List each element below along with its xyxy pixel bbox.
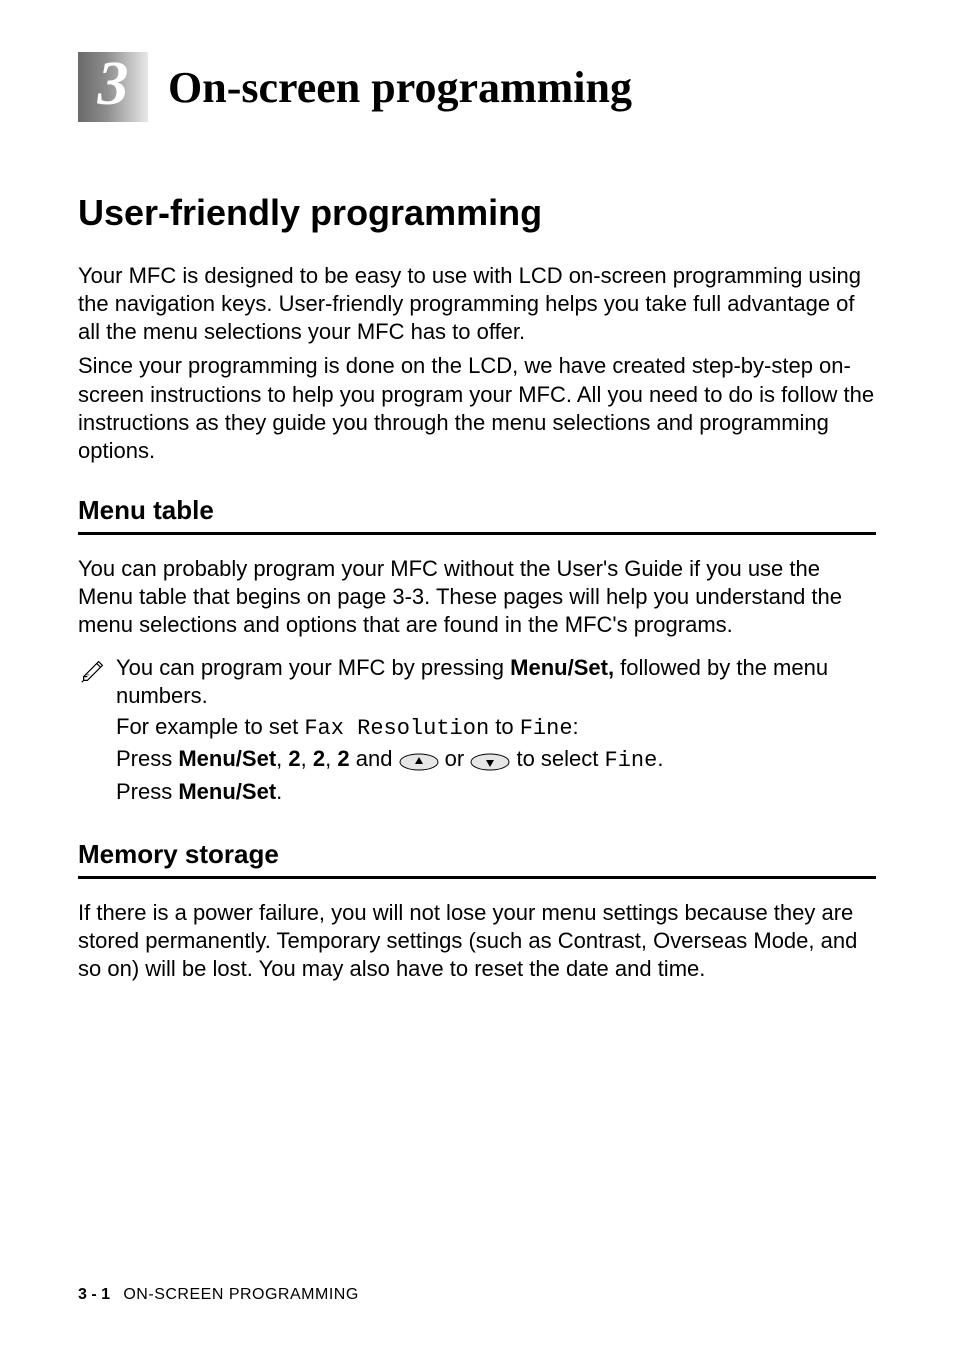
note-l4-end: . bbox=[276, 779, 282, 804]
footer-section-label: ON-SCREEN PROGRAMMING bbox=[123, 1286, 358, 1303]
note-l3-and: and bbox=[350, 746, 399, 771]
note-l4-bold: Menu/Set bbox=[178, 779, 276, 804]
footer-page-number: 3 - 1 bbox=[78, 1286, 110, 1303]
note-l3-s2: , bbox=[301, 746, 313, 771]
note-line3: Press Menu/Set, 2, 2, 2 and or to select… bbox=[116, 745, 876, 776]
section-heading-user-friendly: User-friendly programming bbox=[78, 192, 876, 234]
note-l3-b4: 2 bbox=[337, 746, 349, 771]
note-l3-b1: Menu/Set bbox=[178, 746, 276, 771]
section1-para2: Since your programming is done on the LC… bbox=[78, 352, 876, 465]
chapter-title: On-screen programming bbox=[168, 62, 632, 113]
note-l3-b3: 2 bbox=[313, 746, 325, 771]
chapter-number-badge: 3 bbox=[78, 52, 148, 122]
note-l2-end: : bbox=[573, 714, 579, 739]
note-line2: For example to set Fax Resolution to Fin… bbox=[116, 713, 876, 744]
note-l2-mid: to bbox=[489, 714, 520, 739]
chapter-header: 3 On-screen programming bbox=[78, 52, 876, 122]
note-block: You can program your MFC by pressing Men… bbox=[78, 654, 876, 809]
note-l3-code: Fine bbox=[605, 748, 658, 773]
note-l1-pre: You can program your MFC by pressing bbox=[116, 655, 510, 680]
note-l4-pre: Press bbox=[116, 779, 178, 804]
down-arrow-button-icon bbox=[470, 750, 510, 768]
note-l2-code1: Fax Resolution bbox=[304, 716, 489, 741]
page-footer: 3 - 1 ON-SCREEN PROGRAMMING bbox=[78, 1286, 359, 1304]
note-l3-or: or bbox=[439, 746, 471, 771]
chapter-number: 3 bbox=[98, 53, 129, 115]
subheading-memory-storage: Memory storage bbox=[78, 839, 876, 879]
note-line1: You can program your MFC by pressing Men… bbox=[116, 654, 876, 711]
note-l3-s1: , bbox=[276, 746, 288, 771]
section1-para1: Your MFC is designed to be easy to use w… bbox=[78, 262, 876, 346]
note-line4: Press Menu/Set. bbox=[116, 778, 876, 807]
menu-table-para: You can probably program your MFC withou… bbox=[78, 555, 876, 639]
note-l3-s3: , bbox=[325, 746, 337, 771]
note-l3-b2: 2 bbox=[288, 746, 300, 771]
note-text: You can program your MFC by pressing Men… bbox=[116, 654, 876, 809]
note-l1-bold: Menu/Set, bbox=[510, 655, 614, 680]
memory-para: If there is a power failure, you will no… bbox=[78, 899, 876, 983]
up-arrow-button-icon bbox=[399, 750, 439, 768]
subheading-menu-table: Menu table bbox=[78, 495, 876, 535]
note-pencil-icon bbox=[78, 656, 112, 691]
note-l2-code2: Fine bbox=[520, 716, 573, 741]
note-l3-end: . bbox=[657, 746, 663, 771]
note-l3-tosel: to select bbox=[510, 746, 604, 771]
note-l2-pre: For example to set bbox=[116, 714, 304, 739]
note-l3-pre: Press bbox=[116, 746, 178, 771]
